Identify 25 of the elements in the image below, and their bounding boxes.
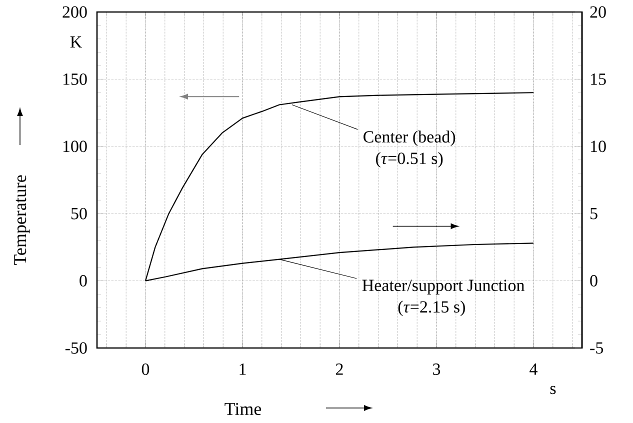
annotation: (τ=2.15 s) xyxy=(398,300,465,316)
x-tick-label: 2 xyxy=(336,364,343,375)
y2-tick-label: 20 xyxy=(590,6,606,18)
annotation: (τ=0.51 s) xyxy=(376,152,443,168)
text: K xyxy=(70,36,82,48)
y2-tick-label: -5 xyxy=(590,342,604,354)
text: s xyxy=(550,386,556,394)
y2-tick-label: 5 xyxy=(590,208,598,220)
x-axis-title: Time xyxy=(224,402,262,416)
y-tick-label: 200 xyxy=(62,6,87,18)
x-tick-label: 4 xyxy=(530,364,538,375)
x-tick-label: 0 xyxy=(142,364,150,375)
annotation: Center (bead) xyxy=(364,130,456,146)
y-tick-label: -50 xyxy=(65,342,87,354)
y2-tick-label: 0 xyxy=(590,275,598,287)
y-axis-title: Temperature xyxy=(14,175,30,266)
y-tick-label: 150 xyxy=(63,73,87,85)
y-tick-label: 0 xyxy=(80,275,87,287)
y2-tick-label: 10 xyxy=(591,140,606,152)
y-tick-label: 100 xyxy=(63,140,87,152)
annotation: Heater/support Junction xyxy=(362,280,524,295)
x-tick-label: 1 xyxy=(240,364,246,375)
y2-tick-label: 15 xyxy=(591,74,606,85)
x-tick-label: 3 xyxy=(433,364,440,375)
y-tick-label: 50 xyxy=(71,208,87,220)
